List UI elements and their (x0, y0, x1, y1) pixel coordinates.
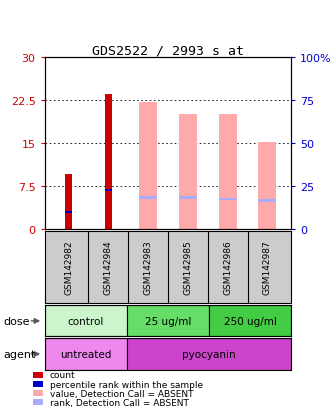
Text: agent: agent (3, 349, 36, 359)
Bar (139, 196, 157, 199)
Text: dose: dose (3, 316, 30, 326)
Text: GSM142986: GSM142986 (223, 240, 232, 295)
Text: untreated: untreated (60, 349, 112, 359)
Bar (259, 199, 276, 202)
Text: 25 ug/ml: 25 ug/ml (145, 316, 191, 326)
Bar (219, 198, 237, 201)
Text: GSM142982: GSM142982 (64, 240, 73, 294)
Bar (259, 142, 276, 229)
Text: percentile rank within the sample: percentile rank within the sample (50, 380, 203, 389)
Title: GDS2522 / 2993_s_at: GDS2522 / 2993_s_at (92, 44, 244, 57)
Text: value, Detection Call = ABSENT: value, Detection Call = ABSENT (50, 389, 193, 398)
Text: pyocyanin: pyocyanin (182, 349, 236, 359)
Text: count: count (50, 370, 75, 380)
Text: GSM142987: GSM142987 (263, 240, 272, 295)
Bar (219, 115, 237, 229)
Text: rank, Detection Call = ABSENT: rank, Detection Call = ABSENT (50, 398, 189, 407)
Text: GSM142985: GSM142985 (183, 240, 192, 295)
Bar (127, 339, 291, 370)
Text: 250 ug/ml: 250 ug/ml (224, 316, 277, 326)
Text: control: control (68, 316, 104, 326)
Bar (105, 95, 112, 229)
Bar (127, 306, 209, 337)
Bar (45, 339, 127, 370)
Bar (139, 102, 157, 229)
Bar (65, 175, 72, 229)
Bar (209, 306, 291, 337)
Bar (179, 196, 197, 199)
Bar (45, 306, 127, 337)
Bar (179, 115, 197, 229)
Text: GSM142983: GSM142983 (144, 240, 153, 295)
Bar (105, 190, 112, 191)
Text: GSM142984: GSM142984 (104, 240, 113, 294)
Bar (65, 211, 72, 213)
